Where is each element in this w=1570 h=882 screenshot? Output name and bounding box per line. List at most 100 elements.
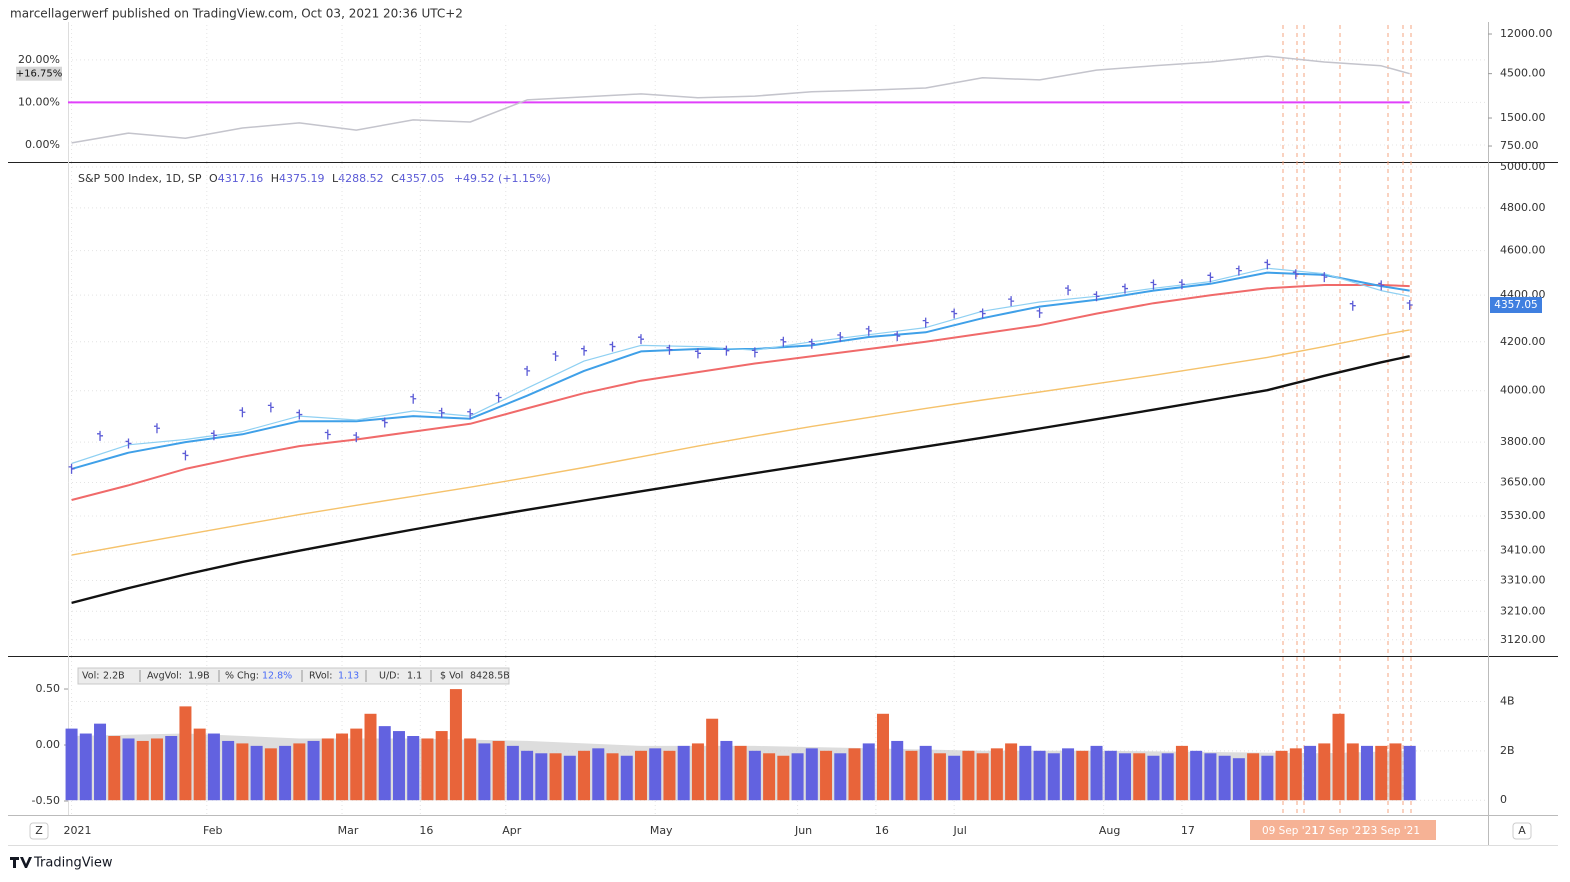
info-value: 1.13 (338, 671, 359, 682)
price-bar (666, 344, 673, 355)
price-bar (1036, 307, 1043, 318)
price-bar (1093, 291, 1100, 302)
volume-bar (948, 755, 961, 801)
x-tick-label: Apr (502, 824, 522, 837)
series-line (71, 55, 1410, 144)
price-bar (68, 463, 75, 474)
brand-logo (10, 857, 32, 868)
volume-bar (122, 738, 135, 801)
x-tick-label: 16 (419, 824, 433, 837)
value-badge (16, 66, 62, 81)
volume-bar (549, 753, 562, 801)
price-bar (979, 308, 986, 319)
legend-open-label: O (209, 172, 218, 185)
volume-bar (649, 748, 662, 801)
legend-high: 4375.19 (279, 172, 325, 185)
legend-high-label: H (271, 172, 279, 185)
volume-bar (435, 731, 448, 801)
y-tick-label: 3120.00 (1500, 633, 1546, 646)
legend-change: +49.52 (+1.15%) (454, 172, 551, 185)
volume-bar (222, 740, 235, 801)
volume-bar (421, 738, 434, 801)
price-bar (808, 338, 815, 349)
volume-bar (193, 728, 206, 801)
zoom-button-label[interactable]: Z (35, 824, 43, 837)
x-tick-label: Jul (953, 824, 967, 837)
volume-bar (606, 753, 619, 801)
info-value: 2.2B (103, 671, 125, 682)
volume-bar (364, 713, 377, 801)
price-bar (1264, 259, 1271, 270)
volume-bar (905, 750, 918, 801)
zoom-button[interactable] (29, 822, 49, 840)
date-tag-box (1250, 820, 1436, 840)
price-bar (438, 407, 445, 418)
volume-bar (506, 745, 519, 801)
volume-bar (1005, 743, 1018, 801)
volume-bar (392, 731, 405, 801)
volume-bar (535, 753, 548, 801)
y-tick-label: 10.00% (18, 95, 60, 108)
y-tick-label: 3650.00 (1500, 476, 1546, 489)
price-bar (182, 450, 189, 461)
volume-bar (79, 733, 92, 801)
y-tick-label: 0.00% (25, 138, 60, 151)
volume-bar (521, 750, 534, 801)
volume-bar (1076, 750, 1089, 801)
y-tick-label: 20.00% (18, 53, 60, 66)
x-tick-label: Mar (338, 824, 359, 837)
volume-bar (777, 755, 790, 801)
price-legend: S&P 500 Index, 1D, SP O4317.16 H4375.19 … (78, 172, 551, 185)
price-bar (1178, 279, 1185, 290)
volume-bar (108, 736, 121, 801)
volume-bar (1261, 755, 1274, 801)
volume-bar (919, 745, 932, 801)
x-tick-label: Aug (1099, 824, 1120, 837)
volume-bar (720, 740, 733, 801)
volume-bar (1033, 750, 1046, 801)
volume-bar (1019, 745, 1032, 801)
volume-bar (1389, 743, 1402, 801)
price-bar (239, 407, 246, 418)
price-bar (1008, 296, 1015, 307)
legend-close: 4357.05 (399, 172, 445, 185)
volume-bar (1247, 753, 1260, 801)
price-bar (125, 438, 132, 449)
y-tick-label: 3210.00 (1500, 604, 1546, 617)
info-label: $ Vol (440, 671, 463, 682)
last-price-badge (1490, 296, 1542, 313)
series-line (71, 355, 1410, 605)
auto-scale-button[interactable] (1512, 822, 1532, 840)
volume-bar (1090, 745, 1103, 801)
info-label: % Chg: (225, 671, 259, 682)
volume-bar (1047, 753, 1060, 801)
volume-bar (65, 728, 78, 801)
x-tick-label: Jun (794, 824, 812, 837)
y-tick-label: 3800.00 (1500, 435, 1546, 448)
y-tick-label: 4600.00 (1500, 244, 1546, 257)
price-bar (410, 393, 417, 404)
x-tick-label: 17 (1181, 824, 1195, 837)
legend-low-label: L (332, 172, 339, 185)
auto-scale-label[interactable]: A (1518, 824, 1526, 837)
volume-bar (862, 743, 875, 801)
price-bar (210, 430, 217, 441)
volume-bar (1318, 743, 1331, 801)
volume-bar (691, 743, 704, 801)
volume-bar (834, 753, 847, 801)
volume-bar (207, 733, 220, 801)
y-tick-label: 4000.00 (1500, 384, 1546, 397)
price-bar (1378, 280, 1385, 291)
price-bar (153, 423, 160, 434)
y2-tick-label: 0.50 (36, 682, 61, 695)
date-tag: 17 Sep '21 (1312, 825, 1368, 837)
volume-bar (1375, 745, 1388, 801)
price-bar (1349, 300, 1356, 311)
volume-bar (876, 713, 889, 801)
last-price-label: 4357.05 (1494, 299, 1537, 311)
volume-bar (663, 750, 676, 801)
volume-bar (791, 753, 804, 801)
y-tick-label: 3410.00 (1500, 544, 1546, 557)
